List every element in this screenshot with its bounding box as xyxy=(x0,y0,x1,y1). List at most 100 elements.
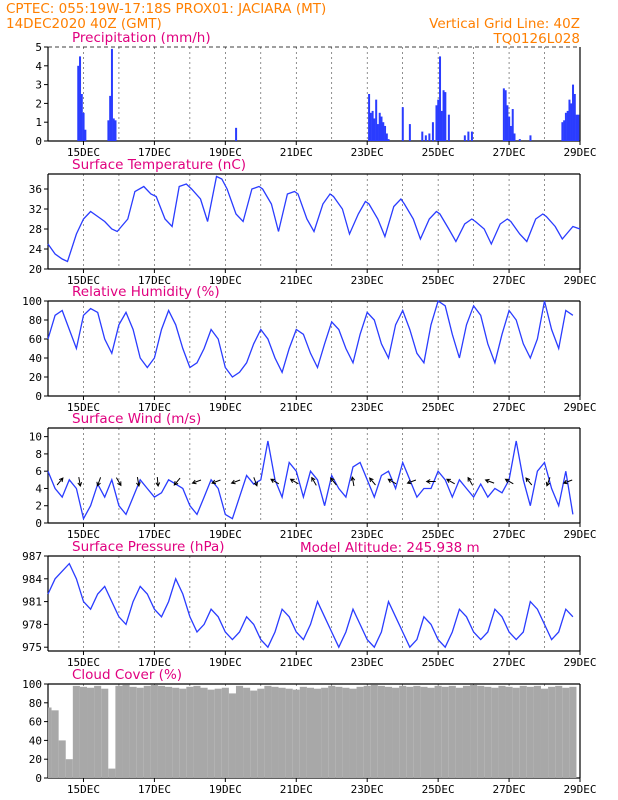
header-right-line2: TQ0126L028 xyxy=(492,31,580,47)
precip-bar xyxy=(508,116,511,141)
wind-y-tick-label: 6 xyxy=(35,465,42,478)
wind-direction-arrow xyxy=(504,478,514,485)
wind-x-tick-label: 29DEC xyxy=(563,528,596,541)
cloud-bar xyxy=(108,768,116,778)
temperature-series-line xyxy=(47,175,581,263)
cloud-y-tick-label: 20 xyxy=(29,753,42,766)
cloud-x-tick-label: 19DEC xyxy=(209,783,242,796)
cloud-bar xyxy=(143,685,151,778)
pressure-title: Surface Pressure (hPa) xyxy=(72,539,225,555)
pressure-x-tick-label: 27DEC xyxy=(493,656,526,669)
precip-bar xyxy=(463,135,466,141)
cloud-bar xyxy=(377,685,385,778)
precip-bar xyxy=(561,122,564,141)
wind-direction-arrow xyxy=(270,478,280,485)
cloud-bar xyxy=(157,685,166,778)
wind-direction-arrow xyxy=(173,477,181,486)
wind-y-tick-label: 10 xyxy=(29,431,42,444)
precip-bar xyxy=(573,94,576,141)
cloud-bar xyxy=(519,685,527,778)
cloud-bar xyxy=(243,687,251,778)
wind-direction-arrow xyxy=(406,479,417,485)
precip-bar xyxy=(518,139,521,141)
precip-bar xyxy=(564,112,567,141)
header-left-line1: CPTEC: 055:19W-17:18S PROX01: JACIARA (M… xyxy=(6,1,326,17)
precip-bar xyxy=(568,99,571,141)
cloud-bar xyxy=(533,685,541,778)
wind-x-tick-label: 19DEC xyxy=(209,528,242,541)
wind-direction-arrow xyxy=(445,478,455,485)
cloud-bar xyxy=(349,688,357,778)
precip-bar xyxy=(447,114,450,141)
precip-bar xyxy=(444,92,447,141)
cloud-bar xyxy=(48,707,52,778)
precip-bar xyxy=(401,107,404,141)
temperature-x-tick-label: 25DEC xyxy=(422,274,455,287)
wind-x-tick-label: 25DEC xyxy=(422,528,455,541)
cloud-y-tick-label: 0 xyxy=(35,772,42,785)
cloud-bar xyxy=(328,685,336,778)
cloud-bar xyxy=(455,687,463,778)
cloud-bar xyxy=(306,687,314,778)
cloud-bar xyxy=(413,685,421,778)
wind-direction-arrow xyxy=(425,479,436,484)
cloud-bar xyxy=(87,687,95,778)
pressure-x-tick-label: 23DEC xyxy=(351,656,384,669)
cloud-bar xyxy=(548,686,556,778)
cloud-x-tick-label: 27DEC xyxy=(493,783,526,796)
wind-direction-arrow xyxy=(211,479,221,485)
pressure-x-tick-label: 15DEC xyxy=(67,656,100,669)
panel-wind: Surface Wind (m/s) 0 2 4 6 8 10 15DEC 17DEC 19DEC… xyxy=(29,411,597,541)
cloud-bar xyxy=(129,686,137,778)
precip-bar xyxy=(566,110,569,141)
cloud-bar xyxy=(512,687,520,778)
precip-bar xyxy=(442,90,445,141)
cloud-bar xyxy=(555,685,563,778)
panel-humidity: Relative Humidity (%) 0 20 40 60 80 100 15DEC 17… xyxy=(22,284,596,414)
cloud-bar xyxy=(179,688,187,778)
precipitation-x-tick-label: 23DEC xyxy=(351,146,384,159)
temperature-title: Surface Temperature (nC) xyxy=(72,157,246,173)
cloud-bar xyxy=(441,686,449,778)
wind-direction-arrow xyxy=(369,477,376,486)
cloud-y-tick-label: 40 xyxy=(29,734,42,747)
wind-direction-arrow xyxy=(329,477,337,486)
panel-precipitation: Precipitation (mm/h) 0 1 2 3 4 5 15DEC 17DEC 19DE… xyxy=(35,30,596,159)
cloud-bar xyxy=(399,685,407,778)
wind-direction-arrow xyxy=(155,477,161,488)
precip-bar xyxy=(424,135,427,141)
precip-bar xyxy=(577,114,580,141)
wind-x-tick-label: 21DEC xyxy=(280,528,313,541)
cloud-bar xyxy=(150,684,158,778)
humidity-x-tick-label: 17DEC xyxy=(138,401,171,414)
wind-direction-arrow xyxy=(311,476,317,486)
precip-bar xyxy=(572,84,575,141)
cloud-x-tick-label: 21DEC xyxy=(280,783,313,796)
precip-bar xyxy=(570,103,573,141)
panel-temperature: Surface Temperature (nC) 20 24 28 32 36 15DEC 1… xyxy=(29,157,597,287)
wind-title: Surface Wind (m/s) xyxy=(72,411,201,427)
precip-bar xyxy=(373,118,376,141)
wind-x-tick-label: 15DEC xyxy=(67,528,100,541)
pressure-x-tick-label: 17DEC xyxy=(138,656,171,669)
precipitation-y-tick-label: 2 xyxy=(35,97,42,110)
cloud-y-tick-label: 100 xyxy=(22,678,42,691)
cloud-bar xyxy=(285,688,293,778)
precipitation-title: Precipitation (mm/h) xyxy=(72,30,211,46)
precipitation-x-tick-label: 29DEC xyxy=(563,146,596,159)
cloud-bar xyxy=(491,687,499,778)
cloud-bar xyxy=(448,685,456,778)
precip-bar xyxy=(110,48,113,141)
humidity-x-tick-label: 19DEC xyxy=(209,401,242,414)
wind-direction-arrow xyxy=(191,479,202,485)
wind-direction-arrow xyxy=(136,477,141,488)
cloud-bar xyxy=(221,687,229,778)
pressure-series-line xyxy=(47,562,574,649)
cloud-bar xyxy=(335,686,343,778)
cloud-x-tick-label: 25DEC xyxy=(422,783,455,796)
cloud-bar xyxy=(321,687,329,778)
cloud-bar xyxy=(172,687,180,778)
humidity-x-tick-label: 23DEC xyxy=(351,401,384,414)
wind-y-tick-label: 8 xyxy=(35,448,42,461)
pressure-y-tick-label: 981 xyxy=(22,596,42,609)
